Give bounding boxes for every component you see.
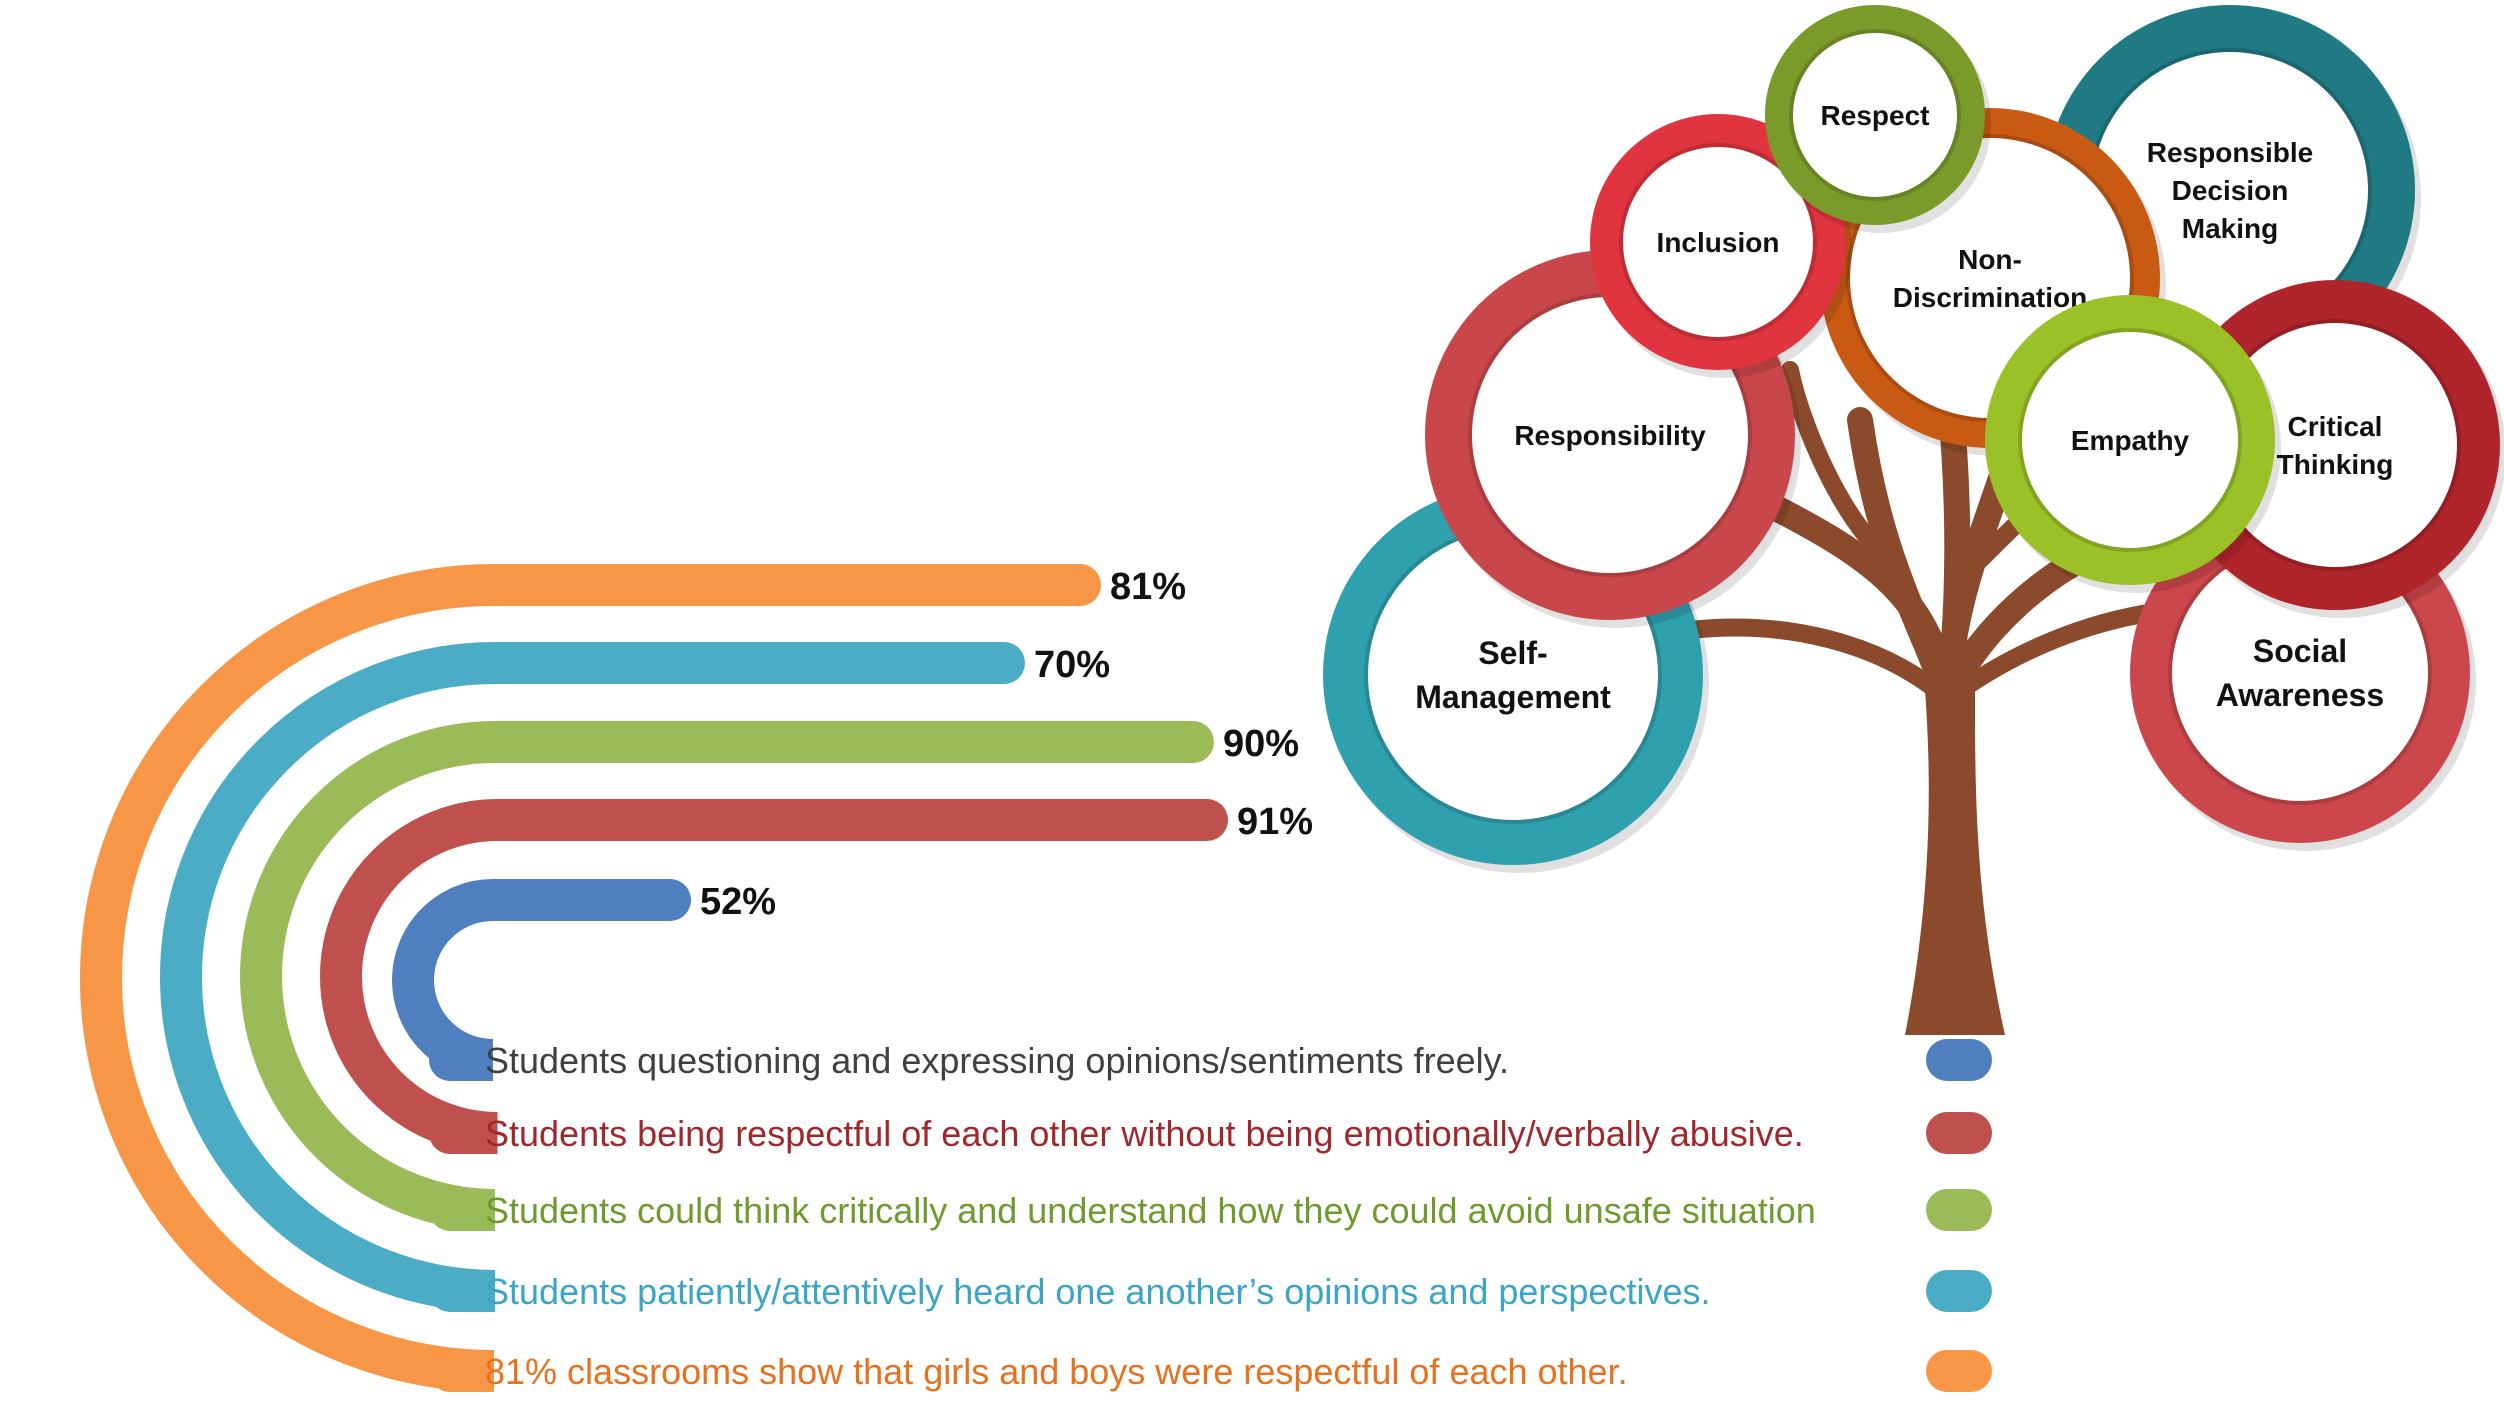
series-label-blue: Students questioning and expressing opin… (485, 1040, 1509, 1081)
skill-label: Inclusion (1657, 227, 1780, 258)
tree-branch (1939, 601, 2179, 709)
skills-tree: Self- Management Social Awareness Responsibi… (1323, 5, 2504, 1035)
circle-face (1472, 297, 1748, 573)
arc-bar-orange (80, 564, 1101, 1392)
value-label-green: 90% (1223, 723, 1299, 765)
value-label-cyan: 70% (1034, 644, 1110, 686)
tree-branch (1847, 407, 1961, 713)
series-label-green: Students could think critically and unde… (485, 1190, 1816, 1231)
arc-bar-red (320, 799, 1228, 1154)
legend-swatch-cyan (1926, 1270, 1992, 1312)
tree-branch (1781, 361, 1899, 569)
legend-swatch-red (1926, 1112, 1992, 1154)
skill-circle-respect: Respect (1765, 5, 1991, 233)
series-label-orange: 81% classrooms show that girls and boys … (485, 1351, 1628, 1392)
circle-face (1623, 147, 1813, 337)
skill-label: Non- (1958, 244, 2022, 275)
skill-label: Awareness (2216, 677, 2384, 713)
value-label-orange: 81% (1110, 566, 1186, 608)
skill-label: Responsibility (1514, 420, 1706, 451)
skill-label: Making (2182, 213, 2278, 244)
tree-branch (1681, 618, 1957, 709)
legend-swatch-orange (1926, 1350, 1992, 1392)
arc-bar-cyan (160, 642, 1025, 1312)
value-label-blue: 52% (700, 881, 776, 923)
skill-circle-inclusion: Inclusion (1590, 114, 1852, 378)
skill-label: Social (2253, 633, 2347, 669)
circle-face (2022, 332, 2238, 548)
skill-label: Self- (1478, 635, 1547, 671)
trunk-base (1905, 690, 2005, 1035)
skill-label: Discrimination (1893, 282, 2087, 313)
circle-face (2092, 52, 2368, 328)
arc-bar-green (240, 721, 1214, 1231)
skill-label: Decision (2172, 175, 2289, 206)
circle-face (2172, 545, 2428, 801)
skill-label: Management (1415, 679, 1611, 715)
skill-label: Respect (1821, 100, 1930, 131)
series-label-red: Students being respectful of each other … (485, 1113, 1804, 1154)
legend-swatch-blue (1926, 1039, 1992, 1081)
legend-swatch-green (1926, 1189, 1992, 1231)
skill-label: Critical (2288, 411, 2383, 442)
series-label-cyan: Students patiently/attentively heard one… (485, 1271, 1710, 1312)
skill-label: Responsible (2147, 137, 2313, 168)
skill-circle-empathy: Empathy (1985, 295, 2281, 593)
circle-face (2213, 323, 2457, 567)
skill-label: Empathy (2071, 425, 2190, 456)
arc-bar-chart: 81% 81% classrooms show that girls and bo… (80, 564, 1992, 1392)
arc-bar-blue (392, 879, 691, 1081)
skill-label: Thinking (2277, 449, 2394, 480)
value-label-red: 91% (1237, 801, 1313, 843)
circle-face (1793, 33, 1957, 197)
